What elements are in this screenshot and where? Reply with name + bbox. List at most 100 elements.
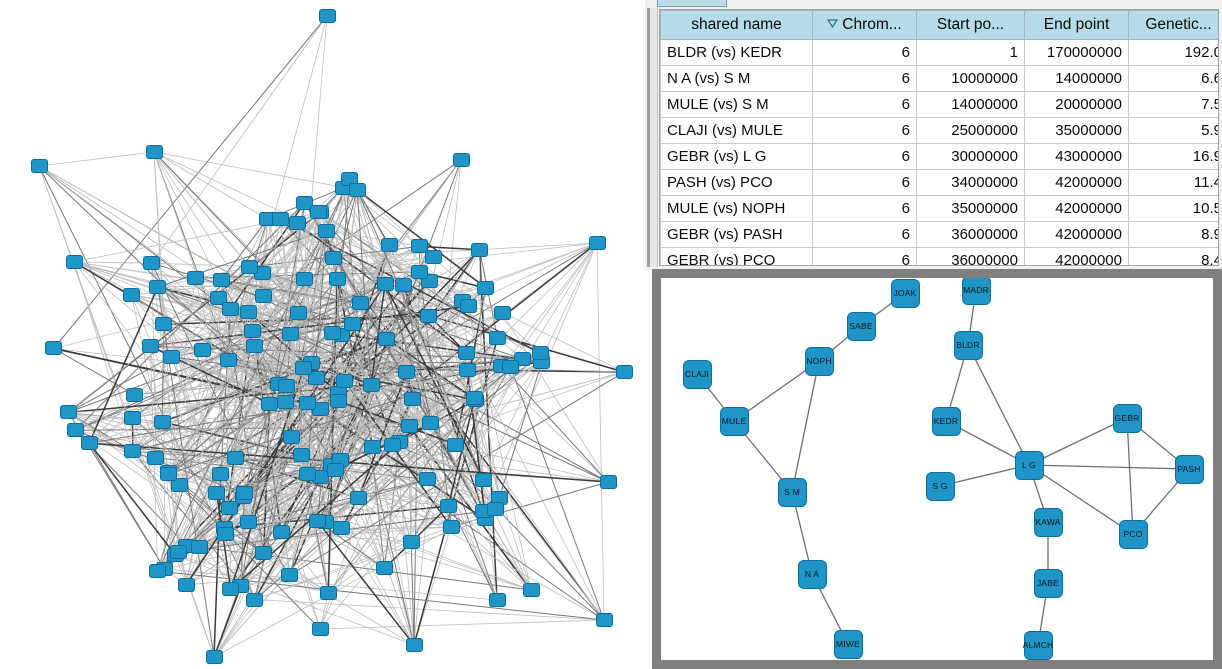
network-node[interactable] [155, 317, 173, 332]
network-node[interactable] [348, 182, 366, 197]
network-node[interactable] [405, 638, 423, 652]
network-node[interactable] [595, 613, 613, 627]
network-node[interactable] [333, 521, 351, 536]
network-node[interactable] [311, 622, 329, 636]
table-tab-strip[interactable] [657, 0, 727, 7]
main-network-panel[interactable] [0, 0, 645, 669]
network-node[interactable] [376, 277, 394, 292]
network-node[interactable] [328, 271, 346, 286]
column-header-genetic[interactable]: Genetic... [1128, 10, 1218, 40]
column-header-chrom[interactable]: Chrom... [812, 10, 917, 40]
network-node[interactable] [422, 416, 440, 431]
table-vertical-scrollbar[interactable] [650, 8, 658, 267]
network-node[interactable] [221, 302, 239, 317]
network-node[interactable] [398, 365, 416, 380]
network-node[interactable] [241, 259, 259, 274]
network-node[interactable] [310, 205, 328, 220]
sub-network-panel[interactable]: JOAK SABE NOPH CLAJI MULE S M N A MIWE MADR BLDR K… [652, 269, 1222, 669]
column-header-shared-name[interactable]: shared name [660, 10, 813, 40]
network-node[interactable] [307, 371, 325, 386]
network-node[interactable] [599, 475, 617, 489]
network-node[interactable] [378, 332, 396, 347]
network-node[interactable] [317, 223, 335, 238]
network-node[interactable] [147, 450, 165, 465]
network-node[interactable] [149, 564, 167, 579]
network-node[interactable] [272, 524, 290, 539]
network-node[interactable] [439, 499, 457, 514]
network-node[interactable] [124, 444, 142, 459]
network-node[interactable] [460, 299, 478, 314]
network-node[interactable] [295, 271, 313, 286]
network-node[interactable] [352, 296, 370, 311]
network-node[interactable]: NOPH [804, 346, 834, 376]
network-node[interactable] [162, 349, 180, 364]
network-node[interactable] [30, 159, 48, 173]
network-node[interactable] [170, 477, 188, 492]
network-node[interactable] [246, 338, 264, 353]
network-node[interactable] [210, 291, 228, 306]
network-node[interactable] [384, 437, 402, 452]
network-node[interactable] [220, 353, 238, 367]
sub-network-canvas-area[interactable]: JOAK SABE NOPH CLAJI MULE S M N A MIWE MADR BLDR K… [661, 278, 1213, 660]
network-node[interactable] [240, 515, 258, 530]
network-node[interactable] [159, 466, 177, 481]
network-node[interactable] [65, 255, 83, 269]
network-node[interactable] [235, 486, 253, 501]
network-node[interactable] [296, 195, 314, 210]
network-node[interactable] [532, 346, 550, 361]
network-node[interactable] [126, 387, 144, 402]
network-node[interactable] [459, 362, 476, 377]
network-node[interactable] [588, 236, 606, 250]
network-node[interactable] [477, 280, 495, 295]
network-node[interactable] [402, 535, 420, 550]
network-node[interactable] [222, 582, 240, 597]
network-node[interactable] [186, 270, 204, 285]
network-node[interactable] [309, 514, 327, 529]
network-node[interactable] [411, 239, 429, 254]
network-node[interactable] [255, 288, 273, 303]
network-node[interactable] [493, 306, 511, 321]
network-node[interactable] [212, 466, 230, 481]
network-node[interactable]: MULE [719, 406, 749, 436]
network-node[interactable] [205, 650, 223, 664]
network-node[interactable]: MIWE [833, 629, 863, 659]
network-node[interactable] [145, 145, 163, 159]
network-node[interactable] [323, 326, 341, 341]
network-node[interactable] [221, 501, 239, 516]
network-node[interactable] [293, 448, 311, 463]
network-node[interactable]: PCO [1118, 519, 1148, 549]
network-node[interactable] [442, 519, 460, 534]
network-node[interactable] [411, 264, 429, 279]
network-node[interactable] [123, 288, 141, 303]
network-node[interactable] [290, 306, 308, 321]
network-node[interactable] [170, 545, 188, 560]
network-node[interactable]: S M [777, 477, 807, 507]
network-node[interactable]: ALMCH [1023, 630, 1053, 660]
network-node[interactable] [283, 429, 301, 444]
network-node[interactable] [420, 308, 438, 323]
network-node[interactable]: MADR [961, 278, 991, 305]
network-node[interactable] [501, 359, 519, 374]
network-node[interactable] [474, 472, 492, 487]
network-node[interactable] [330, 394, 348, 409]
network-node[interactable] [452, 153, 470, 167]
network-node[interactable]: KEDR [931, 406, 961, 436]
network-node[interactable] [404, 391, 422, 406]
network-node[interactable] [395, 278, 413, 293]
network-node[interactable] [288, 215, 306, 230]
network-node[interactable] [488, 593, 506, 607]
network-node[interactable] [45, 341, 63, 356]
network-node[interactable] [466, 391, 484, 406]
network-node[interactable] [295, 360, 313, 375]
network-node[interactable] [489, 331, 507, 346]
network-node[interactable] [299, 395, 317, 410]
network-node[interactable] [349, 491, 367, 506]
edge-table-panel[interactable]: shared name Chrom... Start po... End poi… [645, 0, 1222, 270]
